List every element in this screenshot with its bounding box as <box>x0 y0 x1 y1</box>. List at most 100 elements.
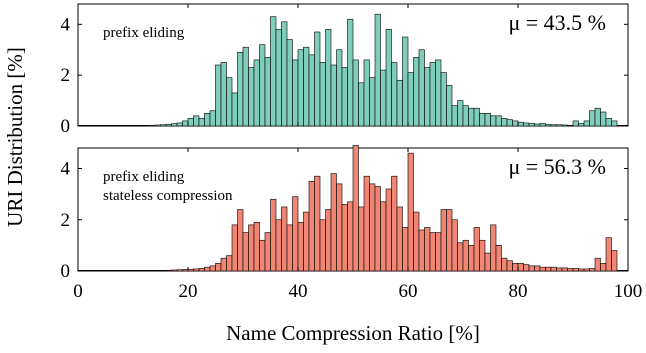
bar <box>226 255 233 272</box>
bar <box>264 232 271 272</box>
x-tick-label: 100 <box>614 281 643 302</box>
bar <box>336 49 343 127</box>
panel-bottom-annotation-line-2: stateless compression <box>103 188 233 204</box>
bar <box>231 224 238 272</box>
bar <box>303 211 310 272</box>
bar <box>215 263 222 272</box>
bar <box>561 267 568 272</box>
bar <box>374 186 381 272</box>
bar <box>435 59 442 127</box>
bar <box>462 239 469 272</box>
bar <box>402 227 409 272</box>
bar <box>556 124 563 127</box>
bar <box>446 85 453 127</box>
bar <box>297 49 304 127</box>
bar <box>242 46 249 127</box>
y-tick-label: 0 <box>61 261 71 282</box>
bar <box>231 92 238 127</box>
bar <box>589 268 596 272</box>
bar <box>495 245 502 272</box>
bar <box>512 120 519 127</box>
bar <box>325 209 332 272</box>
bar <box>578 123 585 127</box>
bar <box>270 16 277 127</box>
bar <box>583 268 590 272</box>
bar <box>182 269 189 272</box>
bar <box>534 123 541 127</box>
bar <box>545 266 552 272</box>
bar <box>413 57 420 127</box>
bar <box>308 181 315 272</box>
bar <box>429 62 436 127</box>
bar <box>198 118 205 127</box>
bar <box>418 229 425 272</box>
bar <box>385 188 392 272</box>
panel-bottom: 0 2 4 prefix eliding stateless compression… <box>61 145 629 282</box>
bar <box>308 54 315 127</box>
bar <box>539 123 546 127</box>
bar <box>220 62 227 127</box>
bar <box>171 269 178 272</box>
x-axis-ticks: 0 20 40 60 80 100 <box>73 281 642 302</box>
bar <box>457 100 464 127</box>
bar <box>506 119 513 127</box>
bar <box>319 219 326 272</box>
bar <box>534 265 541 272</box>
panel-bottom-mean-label: μ = 56.3 % <box>508 154 606 179</box>
bar <box>286 224 293 272</box>
bar <box>347 18 354 127</box>
panel-bottom-bars <box>78 145 628 272</box>
bar <box>413 211 420 272</box>
bar <box>611 250 618 272</box>
bar <box>215 64 222 127</box>
bar <box>363 175 370 272</box>
bar <box>446 209 453 272</box>
bar <box>154 270 161 272</box>
bar <box>187 118 194 127</box>
bar <box>160 270 167 272</box>
bar <box>171 123 178 127</box>
bar <box>424 67 431 127</box>
bar <box>528 265 535 272</box>
bar <box>314 175 321 272</box>
bar <box>237 51 244 127</box>
x-tick-label: 40 <box>289 281 308 302</box>
bar <box>182 120 189 127</box>
bar <box>600 263 607 272</box>
bar <box>176 122 183 127</box>
bar <box>550 266 557 272</box>
bar <box>506 260 513 272</box>
bar <box>589 110 596 127</box>
panel-top: 0 2 4 prefix eliding μ = 43.5 % <box>61 3 629 137</box>
bar <box>528 123 535 127</box>
bar <box>248 224 255 272</box>
bar <box>325 29 332 127</box>
bar <box>556 267 563 272</box>
bar <box>440 209 447 272</box>
bar <box>143 125 150 127</box>
bar <box>523 264 530 272</box>
bar <box>204 266 211 272</box>
bar <box>396 206 403 272</box>
bar <box>501 257 508 272</box>
bar <box>501 118 508 127</box>
bar <box>517 263 524 272</box>
bar <box>259 239 266 272</box>
bar <box>490 115 497 127</box>
bar <box>286 39 293 127</box>
bar <box>429 232 436 272</box>
bar <box>352 145 359 272</box>
bar <box>187 268 194 272</box>
bar <box>418 49 425 127</box>
bar <box>402 36 409 127</box>
x-tick-label: 80 <box>509 281 528 302</box>
bar <box>336 183 343 272</box>
bar <box>523 122 530 127</box>
bar <box>550 124 557 127</box>
bar <box>407 152 414 272</box>
bar <box>242 232 249 272</box>
bar <box>396 79 403 127</box>
bar <box>314 31 321 127</box>
bar <box>352 59 359 127</box>
bar <box>473 227 480 272</box>
